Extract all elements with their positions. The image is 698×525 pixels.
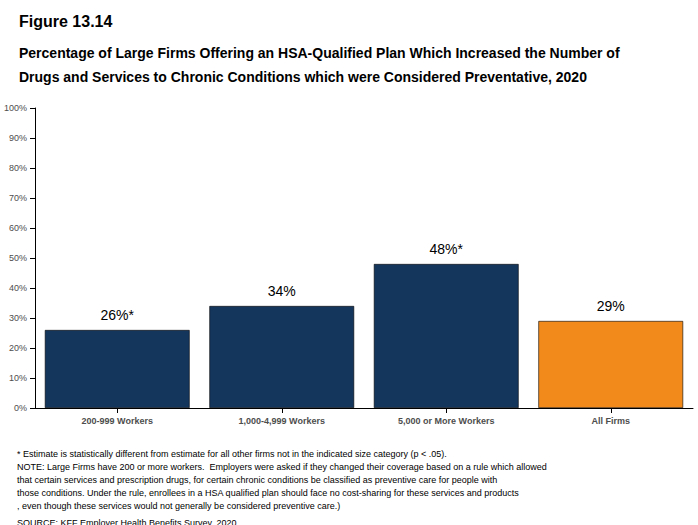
- svg-text:1,000-4,999 Workers: 1,000-4,999 Workers: [239, 416, 325, 426]
- svg-text:those conditions. Under the ru: those conditions. Under the rule, enroll…: [17, 488, 519, 498]
- svg-text:30%: 30%: [9, 313, 27, 323]
- svg-text:26%*: 26%*: [101, 307, 135, 323]
- svg-text:29%: 29%: [597, 298, 625, 314]
- svg-text:90%: 90%: [9, 133, 27, 143]
- svg-text:NOTE: Large Firms have 200 or: NOTE: Large Firms have 200 or more worke…: [17, 462, 549, 472]
- svg-text:SOURCE: KFF Employer Health Be: SOURCE: KFF Employer Health Benefits Sur…: [17, 518, 236, 525]
- svg-text:100%: 100%: [4, 103, 27, 113]
- svg-text:Percentage of Large Firms Offe: Percentage of Large Firms Offering an HS…: [19, 45, 623, 61]
- svg-text:that certain services and pres: that certain services and prescription d…: [17, 475, 500, 485]
- svg-text:Drugs and Services to Chronic: Drugs and Services to Chronic Conditions…: [19, 69, 587, 85]
- svg-text:34%: 34%: [268, 283, 296, 299]
- svg-text:200-999 Workers: 200-999 Workers: [82, 416, 153, 426]
- svg-text:10%: 10%: [9, 373, 27, 383]
- svg-text:40%: 40%: [9, 283, 27, 293]
- svg-text:5,000 or More Workers: 5,000 or More Workers: [398, 416, 494, 426]
- svg-text:All Firms: All Firms: [591, 416, 630, 426]
- svg-text:20%: 20%: [9, 343, 27, 353]
- svg-text:0%: 0%: [14, 403, 27, 413]
- svg-text:70%: 70%: [9, 193, 27, 203]
- svg-text:Figure 13.14: Figure 13.14: [19, 13, 112, 30]
- svg-text:50%: 50%: [9, 253, 27, 263]
- svg-text:80%: 80%: [9, 163, 27, 173]
- svg-text:60%: 60%: [9, 223, 27, 233]
- svg-text:48%*: 48%*: [430, 241, 464, 257]
- svg-text:* Estimate is statistically di: * Estimate is statistically different fr…: [17, 449, 447, 459]
- svg-text:, even though these services w: , even though these services would not g…: [17, 501, 340, 511]
